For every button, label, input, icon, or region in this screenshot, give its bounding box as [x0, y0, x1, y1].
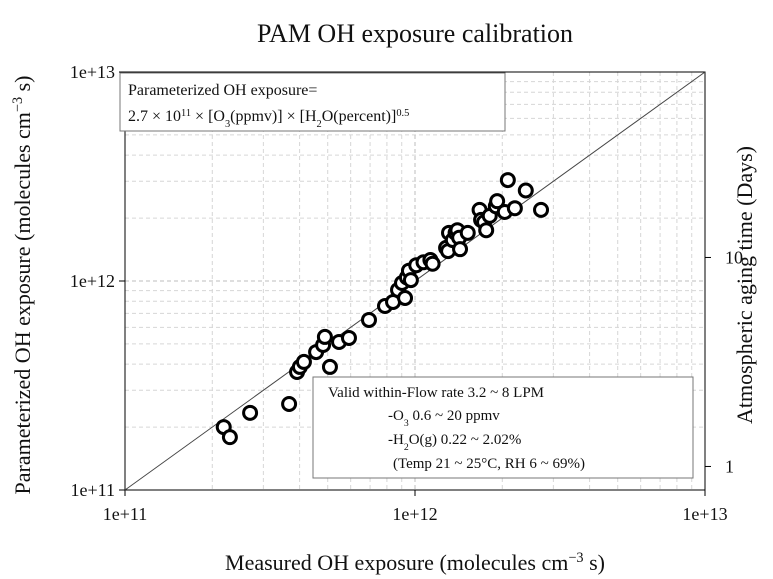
text-segment: 3	[225, 119, 230, 130]
y-tick-label: 1e+13	[70, 62, 115, 82]
data-point	[316, 328, 333, 345]
annotation-text: (Temp 21 ~ 25°C, RH 6 ~ 69%)	[393, 456, 585, 472]
text-segment: s)	[584, 550, 605, 575]
text-segment: 11	[181, 108, 191, 119]
text-segment: −3	[568, 550, 583, 566]
text-segment: × [O	[191, 108, 225, 125]
text-segment: 2.7 × 10	[128, 108, 181, 125]
data-point	[489, 193, 506, 210]
text-segment: (Temp 21 ~ 25°C, RH 6 ~ 69%)	[393, 456, 585, 472]
text-segment: 2	[404, 442, 409, 453]
annotation-text: -O3 0.6 ~ 20 ppmv	[388, 408, 500, 429]
data-point	[459, 224, 476, 241]
x-tick-label: 1e+12	[392, 504, 437, 524]
data-point	[360, 311, 377, 328]
data-point	[281, 395, 298, 412]
y-tick-label: 1e+12	[70, 271, 115, 291]
text-segment: s)	[10, 75, 35, 96]
data-point	[242, 404, 259, 421]
x-tick-label: 1e+13	[682, 504, 727, 524]
data-point	[321, 358, 338, 375]
y-axis-label: Parameterized OH exposure (molecules cm−…	[10, 75, 35, 494]
y2-tick-label: 1	[725, 456, 734, 476]
text-segment: 0.6 ~ 20 ppmv	[409, 408, 501, 424]
text-segment: (ppmv)] × [H	[230, 108, 317, 125]
data-point	[499, 172, 516, 189]
x-tick-label: 1e+11	[103, 504, 147, 524]
data-point	[424, 255, 441, 272]
text-segment: -O	[388, 408, 404, 424]
text-segment: O(g) 0.22 ~ 2.02%	[409, 432, 522, 448]
y2-tick-label: 10	[725, 247, 743, 267]
text-segment: Valid within-Flow rate 3.2 ~ 8 LPM	[328, 385, 544, 401]
data-point	[402, 272, 419, 289]
data-point	[221, 429, 238, 446]
text-segment: Parameterized OH exposure=	[128, 82, 317, 99]
annotation-text: Parameterized OH exposure=	[128, 82, 317, 99]
data-point	[533, 201, 550, 218]
text-segment: −3	[10, 97, 26, 112]
text-segment: 3	[404, 418, 409, 429]
data-point	[397, 290, 414, 307]
text-segment: Measured OH exposure (molecules cm	[225, 550, 568, 575]
data-point	[340, 329, 357, 346]
annotation-text: -H2O(g) 0.22 ~ 2.02%	[388, 432, 521, 453]
annotation-text: 2.7 × 1011 × [O3(ppmv)] × [H2O(percent)]…	[128, 108, 409, 130]
text-segment: -H	[388, 432, 404, 448]
annotation-box	[119, 72, 506, 132]
annotation-box	[312, 376, 694, 479]
chart-title: PAM OH exposure calibration	[257, 19, 573, 48]
text-segment: O(percent)]	[322, 108, 397, 125]
text-segment: 2	[317, 119, 322, 130]
data-point	[478, 222, 495, 239]
text-segment: 0.5	[396, 108, 409, 119]
y2-axis-label: Atmospheric aging time (Days)	[732, 146, 757, 424]
y-tick-label: 1e+11	[71, 480, 115, 500]
data-point	[295, 353, 312, 370]
annotation-text: Valid within-Flow rate 3.2 ~ 8 LPM	[328, 385, 544, 401]
x-axis-label: Measured OH exposure (molecules cm−3 s)	[225, 550, 605, 575]
data-point	[506, 200, 523, 217]
plot-frame	[124, 71, 706, 491]
data-point	[452, 241, 469, 258]
data-point	[517, 182, 534, 199]
text-segment: Parameterized OH exposure (molecules cm	[10, 112, 35, 494]
